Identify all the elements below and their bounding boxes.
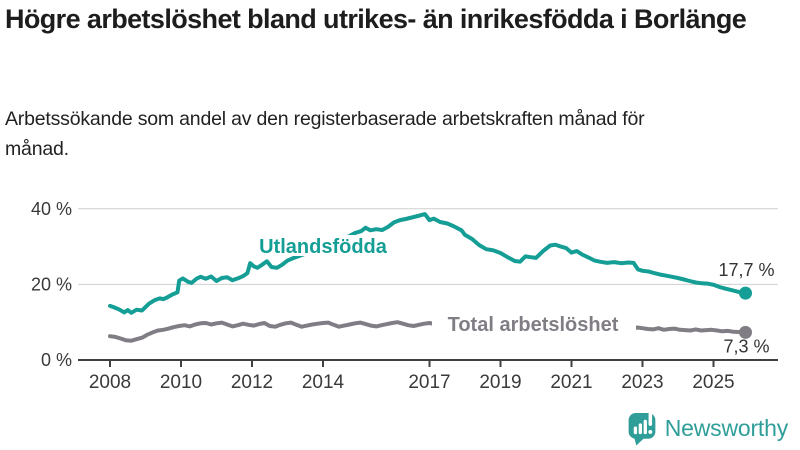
x-tick-label: 2023 bbox=[621, 372, 663, 393]
series-end-value-label: 7,3 % bbox=[723, 336, 769, 356]
series-line-foreign-born bbox=[108, 212, 748, 315]
chart-svg: 0 % 20 % 40 % 2008 2010 2012 2014 2017 2019 2021 2… bbox=[31, 199, 778, 393]
series-end-dot bbox=[739, 325, 752, 339]
series-label-backing bbox=[246, 235, 400, 256]
page-title: Högre arbetslöshet bland utrikes- än inr… bbox=[5, 4, 747, 34]
x-tick-label: 2025 bbox=[692, 372, 734, 393]
x-tick-label: 2017 bbox=[408, 372, 450, 393]
series-label: Total arbetslöshet bbox=[448, 314, 619, 336]
series-label: Utlandsfödda bbox=[259, 236, 388, 258]
x-tick-label: 2008 bbox=[89, 372, 131, 393]
y-tick-label: 20 % bbox=[31, 274, 72, 294]
series-end-dot bbox=[739, 286, 752, 300]
x-tick-label: 2012 bbox=[231, 372, 273, 393]
y-tick-label: 0 % bbox=[41, 350, 72, 370]
chart-subtitle: Arbetssökande som andel av den registerb… bbox=[5, 108, 645, 160]
x-tick-label: 2021 bbox=[550, 372, 592, 393]
x-tick-label: 2014 bbox=[302, 372, 345, 393]
series-line-total bbox=[108, 319, 748, 343]
y-tick-label: 40 % bbox=[31, 199, 72, 219]
newsworthy-wordmark: Newsworthy bbox=[664, 414, 788, 441]
unemployment-line-chart: 0 % 20 % 40 % 2008 2010 2012 2014 2017 2019 2021 2… bbox=[0, 185, 800, 420]
x-tick-label: 2010 bbox=[160, 372, 202, 393]
x-tick-label: 2019 bbox=[479, 372, 521, 393]
newsworthy-logo-icon bbox=[628, 411, 656, 445]
series-end-value-label: 17,7 % bbox=[718, 260, 774, 280]
series-label-backing bbox=[432, 313, 636, 335]
brand-footer: Newsworthy bbox=[627, 409, 788, 447]
